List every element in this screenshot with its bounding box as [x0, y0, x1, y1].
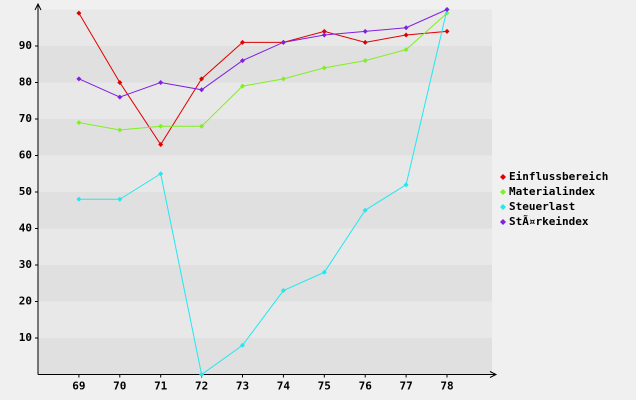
data-point — [403, 32, 409, 38]
grid-band — [38, 192, 492, 229]
legend-marker — [500, 219, 506, 225]
data-point — [76, 196, 82, 202]
legend-marker — [500, 174, 506, 180]
data-point — [199, 123, 205, 129]
grid-band — [38, 119, 492, 156]
data-point — [362, 39, 368, 45]
data-point — [199, 76, 205, 82]
y-tick-label: 40 — [19, 222, 32, 235]
legend-label: Einflussbereich — [509, 170, 608, 183]
data-point — [117, 80, 123, 85]
y-tick-label: 90 — [19, 39, 32, 52]
grid-band — [38, 228, 492, 265]
series-line — [78, 12, 448, 131]
data-point — [199, 372, 205, 377]
grid-band — [38, 9, 492, 46]
x-tick-label: 71 — [154, 380, 168, 393]
data-point — [280, 288, 286, 294]
data-point — [117, 94, 123, 100]
data-point — [240, 83, 246, 89]
data-point — [280, 76, 286, 82]
data-point — [362, 207, 368, 213]
legend-label: Steuerlast — [509, 200, 575, 213]
plot-background — [38, 9, 492, 375]
x-tick-label: 74 — [277, 380, 291, 393]
x-axis-arrow — [489, 371, 498, 378]
grid-band — [38, 155, 492, 192]
data-point — [403, 25, 409, 31]
data-point — [76, 120, 82, 126]
data-point — [158, 171, 164, 177]
data-point — [240, 342, 246, 348]
data-point — [117, 127, 123, 133]
data-point — [321, 28, 327, 34]
legend-label: StÃ¤rkeindex — [509, 215, 589, 228]
y-tick-label: 50 — [19, 185, 32, 198]
data-point — [117, 196, 123, 202]
x-tick-label: 72 — [195, 380, 208, 393]
legend-label: Materialindex — [509, 185, 595, 198]
x-tick-label: 75 — [318, 380, 331, 393]
data-point — [321, 65, 327, 71]
series-line — [78, 9, 448, 98]
data-point — [362, 28, 368, 34]
x-tick-label: 78 — [440, 380, 453, 393]
grid-band — [38, 46, 492, 83]
grid-band — [38, 301, 492, 338]
x-tick-label: 69 — [72, 380, 85, 393]
y-tick-label: 70 — [19, 112, 32, 125]
data-point — [403, 182, 409, 188]
data-point — [362, 58, 368, 64]
data-point — [76, 76, 82, 82]
y-tick-label: 80 — [19, 76, 32, 89]
data-point — [240, 58, 246, 64]
data-point — [158, 142, 164, 148]
data-point — [280, 39, 286, 45]
legend-marker — [500, 204, 506, 210]
grid-band — [38, 338, 492, 375]
x-tick-label: 76 — [359, 380, 373, 393]
data-point — [240, 39, 246, 45]
data-point — [199, 87, 205, 93]
data-point — [158, 80, 164, 85]
data-point — [444, 7, 450, 12]
x-tick-label: 77 — [399, 380, 412, 393]
data-point — [321, 32, 327, 38]
y-tick-label: 30 — [19, 258, 32, 271]
series-line — [78, 9, 448, 376]
x-tick-label: 73 — [236, 380, 249, 393]
data-point — [444, 28, 450, 34]
legend-marker — [500, 189, 506, 195]
y-tick-label: 10 — [19, 331, 32, 344]
data-point — [321, 269, 327, 275]
x-tick-label: 70 — [113, 380, 126, 393]
y-tick-label: 60 — [19, 149, 32, 162]
data-point — [403, 47, 409, 53]
series-line — [78, 12, 448, 146]
grid-band — [38, 265, 492, 302]
grid-band — [38, 82, 492, 119]
data-point — [76, 10, 82, 16]
y-tick-label: 20 — [19, 295, 32, 308]
y-axis-arrow — [34, 2, 42, 11]
data-point — [158, 123, 164, 129]
